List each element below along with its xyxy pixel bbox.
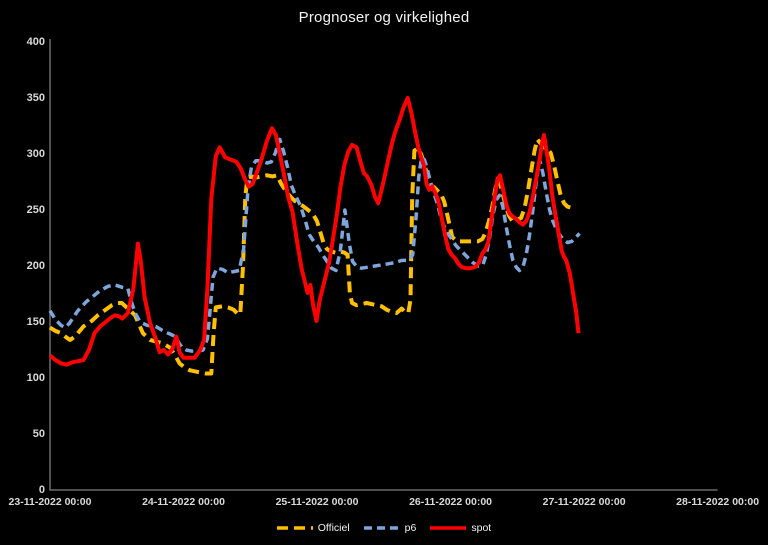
x-axis-tick-label: 24-11-2022 00:00 <box>142 496 225 508</box>
y-axis-tick-label: 350 <box>26 92 45 104</box>
legend-item-officiel: Officiel <box>276 522 350 534</box>
y-axis-tick-label: 200 <box>26 260 45 272</box>
legend-label-officiel: Officiel <box>317 522 350 534</box>
x-axis-tick-label: 25-11-2022 00:00 <box>275 496 359 508</box>
x-axis-tick-label: 23-11-2022 00:00 <box>8 496 92 508</box>
chart-title: Prognoser og virkelighed <box>298 9 470 26</box>
y-axis-tick-label: 300 <box>26 148 45 160</box>
legend-line-sample-officiel <box>276 526 313 530</box>
axis-lines <box>49 39 718 491</box>
y-axis-tick-label: 400 <box>26 36 45 48</box>
legend-line-sample-spot <box>430 526 467 530</box>
series-line-p6 <box>48 137 581 353</box>
legend-line-sample-p6 <box>363 526 400 530</box>
series-line-officiel <box>48 137 576 376</box>
y-axis-tick-label: 0 <box>38 484 45 496</box>
legend-label-p6: p6 <box>404 522 417 534</box>
series-line-spot <box>48 96 581 367</box>
chart-legend: Officiel p6 spot <box>0 517 768 539</box>
y-axis-tick-label: 100 <box>26 372 45 384</box>
x-axis-tick-label: 26-11-2022 00:00 <box>409 496 492 508</box>
legend-label-spot: spot <box>471 522 492 534</box>
legend-item-p6: p6 <box>363 522 417 534</box>
y-axis-tick-label: 50 <box>32 428 45 440</box>
y-axis-tick-label: 250 <box>26 204 45 216</box>
y-axis-tick-label: 150 <box>26 316 45 328</box>
legend-item-spot: spot <box>430 522 491 534</box>
x-axis-tick-label: 27-11-2022 00:00 <box>542 496 626 508</box>
x-axis-tick-label: 28-11-2022 00:00 <box>676 496 760 508</box>
